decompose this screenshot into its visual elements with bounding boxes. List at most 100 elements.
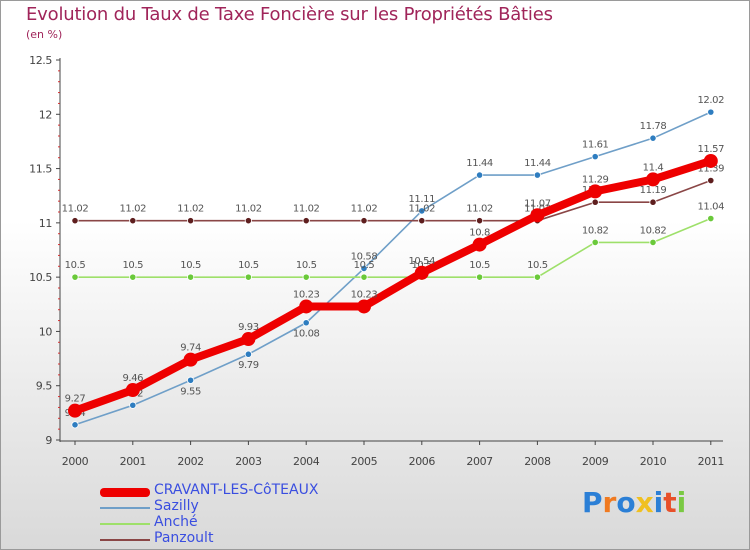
series-line-sazilly xyxy=(74,111,712,426)
data-point-sazilly xyxy=(418,207,426,215)
data-point-cravant-les-c-teaux xyxy=(703,153,718,168)
data-point-panzoult xyxy=(360,217,368,225)
data-point-panzoult xyxy=(71,217,79,225)
data-point-anch- xyxy=(244,273,252,281)
data-label-cravant-les-c-teaux: 11.29 xyxy=(582,174,609,185)
data-label-panzoult: 11.02 xyxy=(351,204,378,215)
x-tick-label: 2005 xyxy=(351,455,378,468)
data-label-cravant-les-c-teaux: 10.23 xyxy=(293,289,320,300)
data-label-sazilly: 9.79 xyxy=(238,360,259,371)
logo-letter: i xyxy=(676,486,687,519)
data-point-sazilly xyxy=(71,421,79,429)
x-tick-label: 2000 xyxy=(62,455,89,468)
x-tick-label: 2002 xyxy=(177,455,203,468)
data-label-cravant-les-c-teaux: 10.8 xyxy=(469,228,490,239)
data-point-anch- xyxy=(302,273,310,281)
y-tick-label: 9 xyxy=(45,434,52,447)
x-tick-label: 2004 xyxy=(293,455,320,468)
y-tick-label: 10.5 xyxy=(29,271,52,284)
data-point-cravant-les-c-teaux xyxy=(646,172,660,187)
y-tick-label: 12 xyxy=(39,108,52,121)
series-line-cravant-les-c-teaux xyxy=(71,156,715,415)
legend-label-sazilly: Sazilly xyxy=(154,498,199,514)
logo-letter: i xyxy=(653,486,664,519)
data-point-panzoult xyxy=(129,217,137,225)
data-label-cravant-les-c-teaux: 10.54 xyxy=(408,256,435,267)
data-point-sazilly xyxy=(187,376,195,384)
data-label-sazilly: 11.11 xyxy=(408,194,435,205)
data-label-panzoult: 11.02 xyxy=(177,204,204,215)
data-label-panzoult: 11.02 xyxy=(119,204,146,215)
data-label-cravant-les-c-teaux: 9.46 xyxy=(122,373,143,384)
data-label-sazilly: 10.58 xyxy=(351,251,378,262)
data-label-cravant-les-c-teaux: 11.4 xyxy=(643,162,664,173)
series-line-panzoult xyxy=(74,179,712,222)
data-label-anch-: 10.5 xyxy=(65,260,86,271)
data-label-anch-: 10.5 xyxy=(180,260,201,271)
data-point-cravant-les-c-teaux xyxy=(183,352,198,367)
data-label-anch-: 10.5 xyxy=(354,260,375,271)
data-point-panzoult xyxy=(591,198,599,206)
legend-label-cravant: CRAVANT-LES-CôTEAUX xyxy=(154,482,319,498)
logo-letter: t xyxy=(663,486,677,519)
data-point-cravant-les-c-teaux xyxy=(299,299,314,314)
data-point-sazilly xyxy=(302,319,310,327)
data-label-panzoult: 11.02 xyxy=(235,204,262,215)
data-label-cravant-les-c-teaux: 9.74 xyxy=(180,343,201,354)
y-tick-label: 12.5 xyxy=(29,54,52,67)
data-label-sazilly: 11.61 xyxy=(582,140,609,151)
x-tick-label: 2006 xyxy=(409,455,436,468)
data-label-sazilly: 9.55 xyxy=(180,386,201,397)
data-point-sazilly xyxy=(591,153,599,161)
data-label-anch-: 10.5 xyxy=(527,260,548,271)
data-point-panzoult xyxy=(707,176,715,185)
data-point-panzoult xyxy=(302,217,310,225)
data-point-anch- xyxy=(649,238,657,246)
data-label-anch-: 10.82 xyxy=(582,225,609,236)
data-point-anch- xyxy=(129,273,137,281)
data-label-sazilly: 12.02 xyxy=(697,95,724,106)
data-label-anch-: 10.5 xyxy=(238,260,259,271)
data-label-anch-: 10.5 xyxy=(411,260,432,271)
data-label-cravant-les-c-teaux: 11.07 xyxy=(524,198,551,209)
y-tick-label: 9.5 xyxy=(36,380,53,393)
x-tick-label: 2010 xyxy=(640,455,667,468)
data-label-anch-: 10.82 xyxy=(640,225,667,236)
chart-title: Evolution du Taux de Taxe Foncière sur l… xyxy=(26,4,553,25)
data-point-anch- xyxy=(591,238,599,246)
data-point-cravant-les-c-teaux xyxy=(357,299,371,314)
data-label-panzoult: 11.02 xyxy=(293,204,320,215)
data-label-panzoult: 11.19 xyxy=(640,185,667,196)
data-label-cravant-les-c-teaux: 9.27 xyxy=(65,394,86,405)
data-point-sazilly xyxy=(475,171,484,179)
data-point-panzoult xyxy=(418,217,426,225)
x-tick-label: 2009 xyxy=(582,455,609,468)
data-point-sazilly xyxy=(244,350,252,358)
data-label-cravant-les-c-teaux: 11.57 xyxy=(697,144,724,155)
legend-swatch-anche xyxy=(100,523,150,525)
data-point-sazilly xyxy=(360,264,368,273)
data-label-anch-: 10.5 xyxy=(296,260,317,271)
legend-swatch-sazilly xyxy=(100,507,150,509)
y-tick-label: 11.5 xyxy=(29,163,52,176)
data-point-panzoult xyxy=(244,217,252,225)
data-label-cravant-les-c-teaux: 10.23 xyxy=(351,289,378,300)
legend-label-anche: Anché xyxy=(154,514,198,530)
legend-label-panzoult: Panzoult xyxy=(154,530,214,546)
series-line-anch- xyxy=(74,217,712,278)
x-tick-label: 2001 xyxy=(120,455,146,468)
data-point-panzoult xyxy=(187,217,195,225)
data-point-panzoult xyxy=(649,198,657,206)
data-label-panzoult: 11.02 xyxy=(62,204,89,215)
data-point-sazilly xyxy=(129,401,137,409)
data-point-cravant-les-c-teaux xyxy=(125,383,140,398)
logo-letter: P xyxy=(582,486,603,519)
data-point-panzoult xyxy=(475,217,484,225)
data-point-sazilly xyxy=(649,134,657,142)
data-point-anch- xyxy=(475,273,484,281)
data-point-anch- xyxy=(533,273,542,281)
data-point-cravant-les-c-teaux xyxy=(588,184,603,199)
y-tick-label: 10 xyxy=(39,325,53,338)
data-label-sazilly: 11.44 xyxy=(466,158,493,169)
